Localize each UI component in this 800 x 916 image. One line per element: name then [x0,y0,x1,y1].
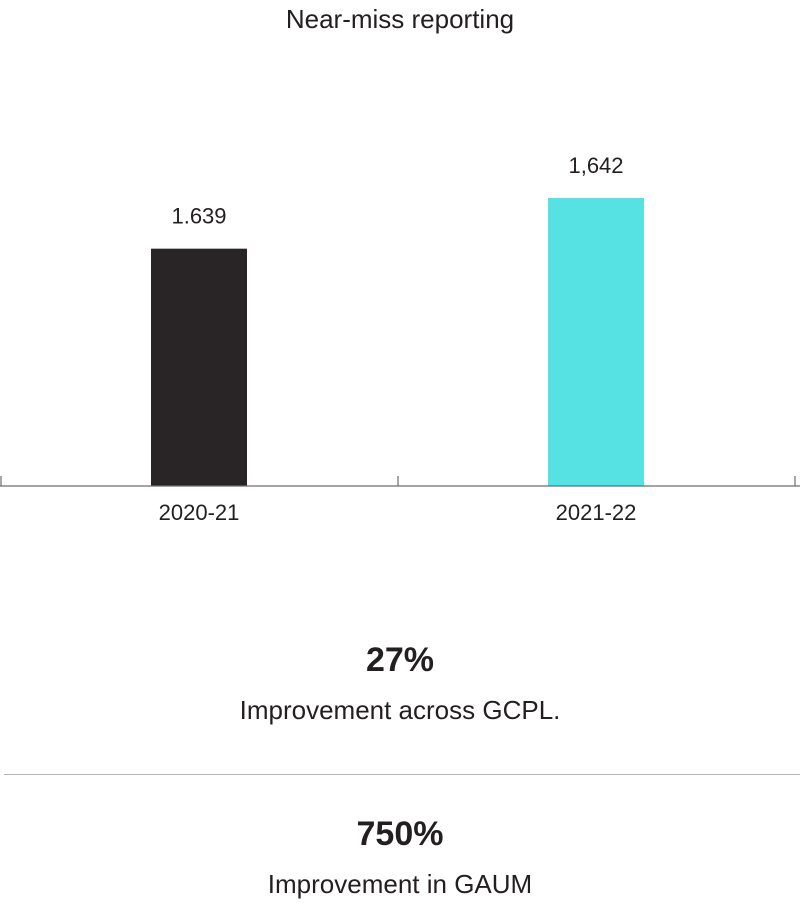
tick-label-2021-22: 2021-22 [556,500,637,525]
stat-gcpl: 27% Improvement across GCPL. [0,640,800,726]
stat-gaum-description: Improvement in GAUM [267,869,533,899]
chart-title: Near-miss reporting [286,4,514,34]
data-label-2020-21: 1.639 [171,204,226,229]
stat-gcpl-value: 27% [365,641,435,679]
x-tick-labels: 2020-21 2021-22 [159,500,637,525]
stats-divider [4,774,800,775]
bar-2020-21 [151,248,247,486]
bar-2021-22 [548,198,644,486]
tick-label-2020-21: 2020-21 [159,500,240,525]
bars-group: 1.639 1,642 [151,153,644,486]
stat-gcpl-description: Improvement across GCPL. [239,695,561,725]
data-label-2021-22: 1,642 [568,153,623,178]
stat-gaum-value: 750% [356,815,444,853]
stat-gaum: 750% Improvement in GAUM [0,814,800,900]
